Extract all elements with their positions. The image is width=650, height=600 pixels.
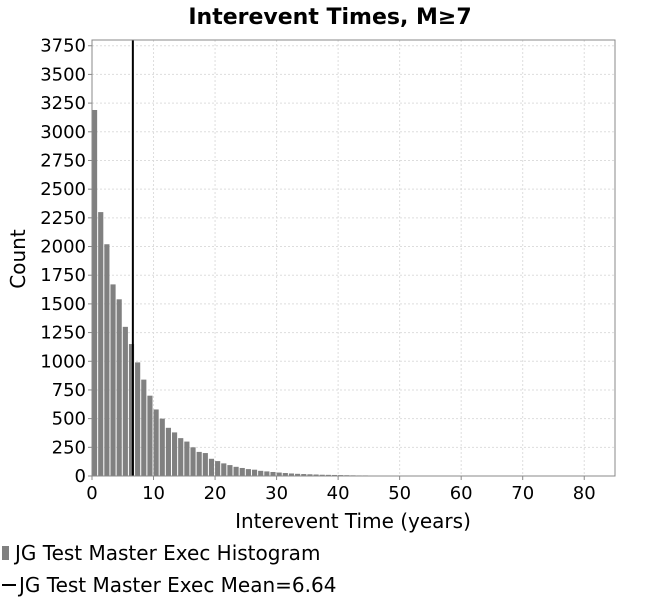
histogram-bar xyxy=(165,427,171,476)
histogram-bar xyxy=(258,470,264,476)
legend-item-mean: JG Test Master Exec Mean=6.64 xyxy=(2,573,336,597)
chart-title: Interevent Times, M≥7 xyxy=(188,5,471,30)
x-tick-label: 30 xyxy=(265,483,288,504)
legend-item-histogram: JG Test Master Exec Histogram xyxy=(2,541,320,565)
histogram-bar xyxy=(239,467,245,476)
histogram-bar xyxy=(251,469,258,476)
histogram-bar xyxy=(122,326,128,476)
x-tick-label: 50 xyxy=(388,483,411,504)
histogram-bar xyxy=(301,474,307,476)
y-tick-label: 2750 xyxy=(40,150,86,171)
histogram-bar xyxy=(307,474,313,476)
y-tick-label: 1500 xyxy=(40,294,86,315)
legend-label-histogram: JG Test Master Exec Histogram xyxy=(15,541,321,565)
x-tick-label: 40 xyxy=(327,483,350,504)
x-tick-label: 80 xyxy=(573,483,596,504)
x-tick-label: 0 xyxy=(86,483,97,504)
histogram-bar xyxy=(221,463,227,476)
legend-swatch-mean xyxy=(2,584,16,586)
histogram-bar xyxy=(325,474,331,476)
x-tick-label: 70 xyxy=(511,483,534,504)
histogram-bar xyxy=(147,395,153,476)
histogram-bar xyxy=(135,362,141,476)
x-tick-label: 20 xyxy=(204,483,227,504)
y-tick-label: 750 xyxy=(52,380,86,401)
histogram-bar xyxy=(141,379,147,476)
histogram-bar xyxy=(331,474,338,476)
histogram-bar xyxy=(227,465,233,476)
y-tick-label: 2500 xyxy=(40,179,86,200)
histogram-bar xyxy=(245,469,251,476)
histogram-bar xyxy=(171,432,178,476)
legend-swatch-histogram xyxy=(2,546,9,560)
histogram-bars xyxy=(92,109,596,476)
plot-frame xyxy=(91,39,616,477)
histogram-bar xyxy=(202,453,208,476)
histogram-bar xyxy=(288,473,295,476)
histogram-bar xyxy=(128,344,135,476)
histogram-bar xyxy=(116,299,122,476)
histogram-bar xyxy=(319,474,325,476)
y-tick-label: 1250 xyxy=(40,323,86,344)
axes: 0250500750100012501500175020002250250027… xyxy=(40,36,596,504)
grid xyxy=(91,40,615,477)
x-axis-title: Interevent Time (years) xyxy=(235,509,471,533)
histogram-bar xyxy=(196,451,202,476)
histogram-bar xyxy=(215,461,221,476)
histogram-bar xyxy=(184,441,190,476)
histogram-bar xyxy=(110,284,116,476)
histogram-bar xyxy=(233,466,239,476)
histogram-bar xyxy=(276,472,282,476)
y-tick-label: 0 xyxy=(75,466,86,487)
histogram-bar xyxy=(264,471,270,476)
y-tick-label: 1000 xyxy=(40,351,86,372)
y-tick-label: 3750 xyxy=(40,36,86,57)
legend-label-mean: JG Test Master Exec Mean=6.64 xyxy=(19,573,337,597)
y-tick-label: 500 xyxy=(52,409,86,430)
x-tick-label: 10 xyxy=(142,483,165,504)
histogram-bar xyxy=(92,109,98,476)
histogram-bar xyxy=(190,447,196,476)
x-tick-label: 60 xyxy=(450,483,473,504)
histogram-bar xyxy=(159,418,165,476)
y-tick-label: 250 xyxy=(52,437,86,458)
histogram-bar xyxy=(208,458,215,476)
y-tick-label: 2000 xyxy=(40,237,86,258)
histogram-bar xyxy=(313,474,319,476)
y-tick-label: 3500 xyxy=(40,64,86,85)
histogram-bar xyxy=(270,471,276,476)
y-tick-label: 1750 xyxy=(40,265,86,286)
y-axis-title: Count xyxy=(6,229,30,289)
histogram-bar xyxy=(295,473,301,476)
histogram-bar xyxy=(98,212,104,476)
y-tick-label: 3250 xyxy=(40,93,86,114)
histogram-bar xyxy=(282,473,288,476)
histogram-bar xyxy=(104,244,110,476)
histogram-bar xyxy=(178,438,184,476)
y-tick-label: 2250 xyxy=(40,208,86,229)
histogram-bar xyxy=(153,409,159,476)
y-tick-label: 3000 xyxy=(40,122,86,143)
